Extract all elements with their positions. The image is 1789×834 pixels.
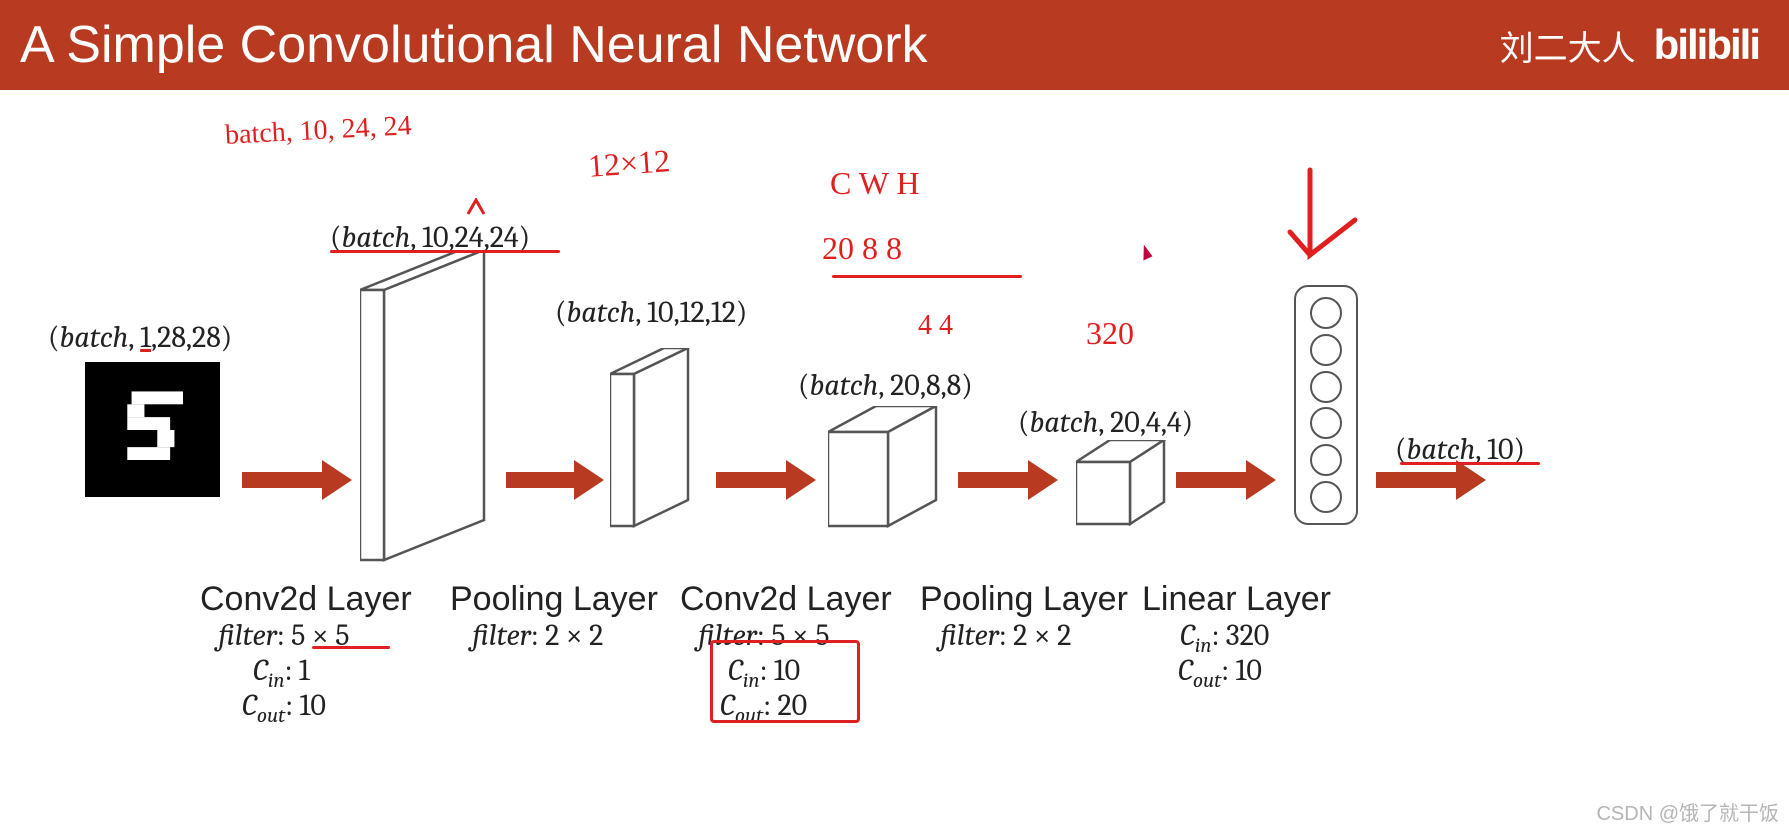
arrow-6 [1376,460,1486,500]
layer5-cout: Cout: 10 [1178,653,1262,693]
layer1-cout: Cout: 10 [242,688,326,728]
diagram-canvas: (batch, 1,28,28) (batch, 10,24,24) [0,90,1789,834]
red-underline-output [1400,462,1540,465]
hand-batch1024: batch, 10, 24, 24 [224,110,412,152]
watermark: CSDN @饿了就干饭 [1596,797,1779,826]
arrow-3 [716,460,816,500]
arrow-5 [1176,460,1276,500]
output-node [1310,481,1342,513]
layer2-name: Pooling Layer [450,580,658,619]
stage2-dim-label: (batch, 10,12,12) [555,295,747,330]
layer1-cin: Cin: 1 [253,653,310,693]
header-right: 刘二大人 bilibili [1500,21,1759,70]
slide-header: A Simple Convolutional Neural Network 刘二… [0,0,1789,90]
output-node [1310,371,1342,403]
red-underline-filter1 [312,646,390,649]
block-pool1 [610,348,690,528]
stage3-dim-label: (batch, 20,8,8) [798,368,973,403]
layer1-name: Conv2d Layer [200,580,412,619]
hand-320: 320 [1086,315,1134,352]
layer4-name: Pooling Layer [920,580,1128,619]
hand-2088: 20 8 8 [822,230,902,267]
hand-12x12: 12×12 [587,142,671,185]
layer4-filter: filter: 2 × 2 [940,618,1071,653]
caret-mark [466,198,486,216]
input-dim-label: (batch, 1,28,28) [48,320,232,355]
linear-output [1294,285,1358,525]
hand-44: 4 4 [918,310,953,342]
layer5-name: Linear Layer [1142,580,1331,619]
arrow-4 [958,460,1058,500]
arrow-2 [506,460,604,500]
stage4-dim-label: (batch, 20,4,4) [1018,405,1193,440]
checkmark [1280,160,1370,280]
cursor-pointer-icon [1138,244,1153,261]
author-name: 刘二大人 [1500,21,1636,70]
arrow-1 [242,460,352,500]
output-node [1310,297,1342,329]
output-node [1310,334,1342,366]
hand-cwh: C W H [830,165,920,202]
mnist-input-image [85,362,220,497]
red-box-conv2params [710,640,860,723]
layer5-cin: Cin: 320 [1180,618,1269,658]
red-underline-cwh [832,275,1022,278]
red-underline-dim1 [330,250,560,253]
output-node [1310,407,1342,439]
layer3-name: Conv2d Layer [680,580,892,619]
output-node [1310,444,1342,476]
bilibili-logo: bilibili [1654,21,1759,69]
slide-title: A Simple Convolutional Neural Network [20,15,928,75]
block-conv2 [828,406,938,528]
layer2-filter: filter: 2 × 2 [472,618,603,653]
block-conv1 [360,250,490,562]
block-pool2 [1076,440,1166,526]
